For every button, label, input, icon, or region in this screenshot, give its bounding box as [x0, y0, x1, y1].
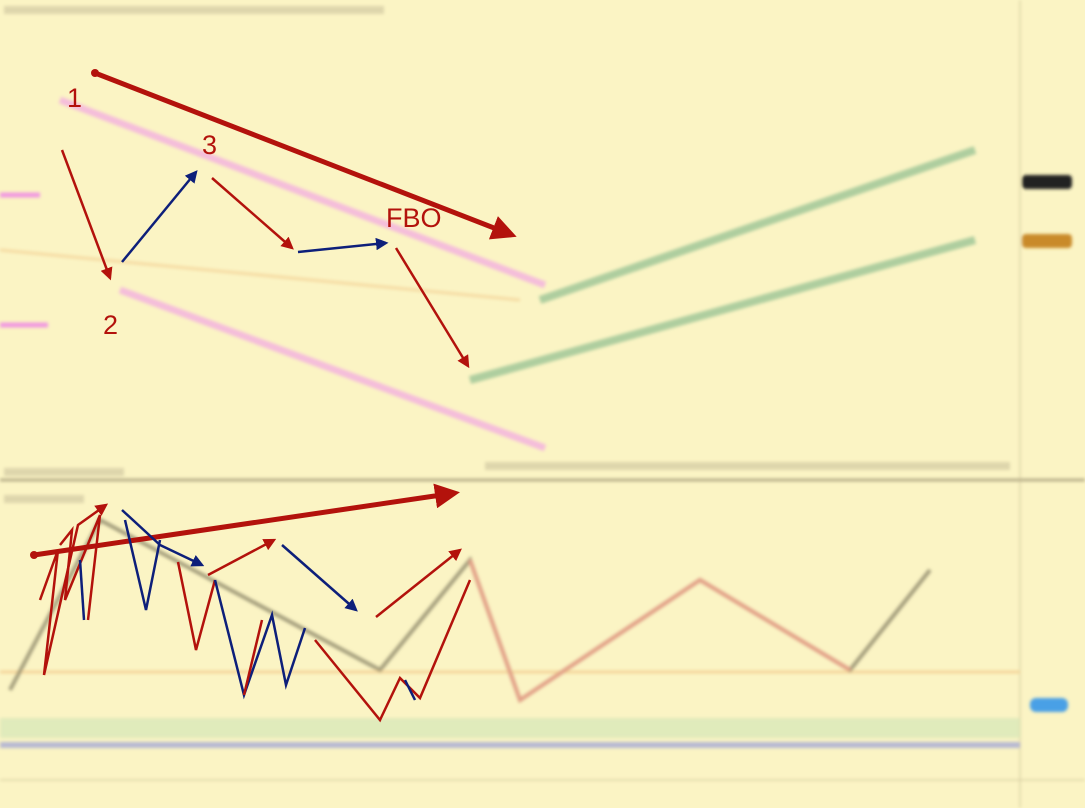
volume-marker	[1030, 698, 1068, 712]
arrow	[207, 538, 277, 577]
arrow	[375, 548, 462, 618]
copyright	[4, 468, 124, 476]
zigzag	[213, 579, 307, 700]
zone	[0, 718, 1020, 738]
zigzag	[123, 519, 162, 611]
price-marker	[1022, 175, 1072, 189]
zigzag	[314, 579, 472, 723]
zigzag	[78, 559, 86, 621]
channel-line	[538, 146, 977, 304]
arrow	[281, 544, 358, 612]
zigzag	[176, 561, 217, 651]
average-line	[0, 248, 521, 302]
volume-trend-arrow	[33, 483, 460, 558]
trend-arrow	[94, 70, 517, 240]
annotation-label: 3	[202, 130, 217, 160]
volume-swing-line	[468, 559, 852, 704]
annotation-label: FBO	[386, 203, 442, 233]
zigzag	[242, 619, 264, 696]
annotation-label: 2	[103, 310, 118, 340]
arrow	[159, 543, 205, 567]
arrow	[121, 170, 198, 263]
arrow-origin	[91, 69, 99, 77]
arrow	[38, 503, 109, 676]
price-marker	[1022, 234, 1072, 248]
arrow	[394, 247, 470, 369]
zigzag	[121, 509, 161, 546]
annotations	[30, 69, 517, 723]
indicator-header	[4, 495, 84, 503]
arrow	[297, 237, 389, 254]
channel-line	[58, 96, 547, 289]
arrow	[60, 149, 113, 281]
chart-header	[4, 6, 384, 14]
arrow-origin	[30, 551, 38, 559]
channel-line	[118, 286, 547, 452]
zigzag	[59, 514, 102, 621]
arrow	[211, 177, 294, 250]
status-text	[485, 462, 1010, 470]
zigzag	[403, 679, 417, 701]
annotation-label: 1	[67, 83, 82, 113]
channel-line	[468, 236, 977, 384]
